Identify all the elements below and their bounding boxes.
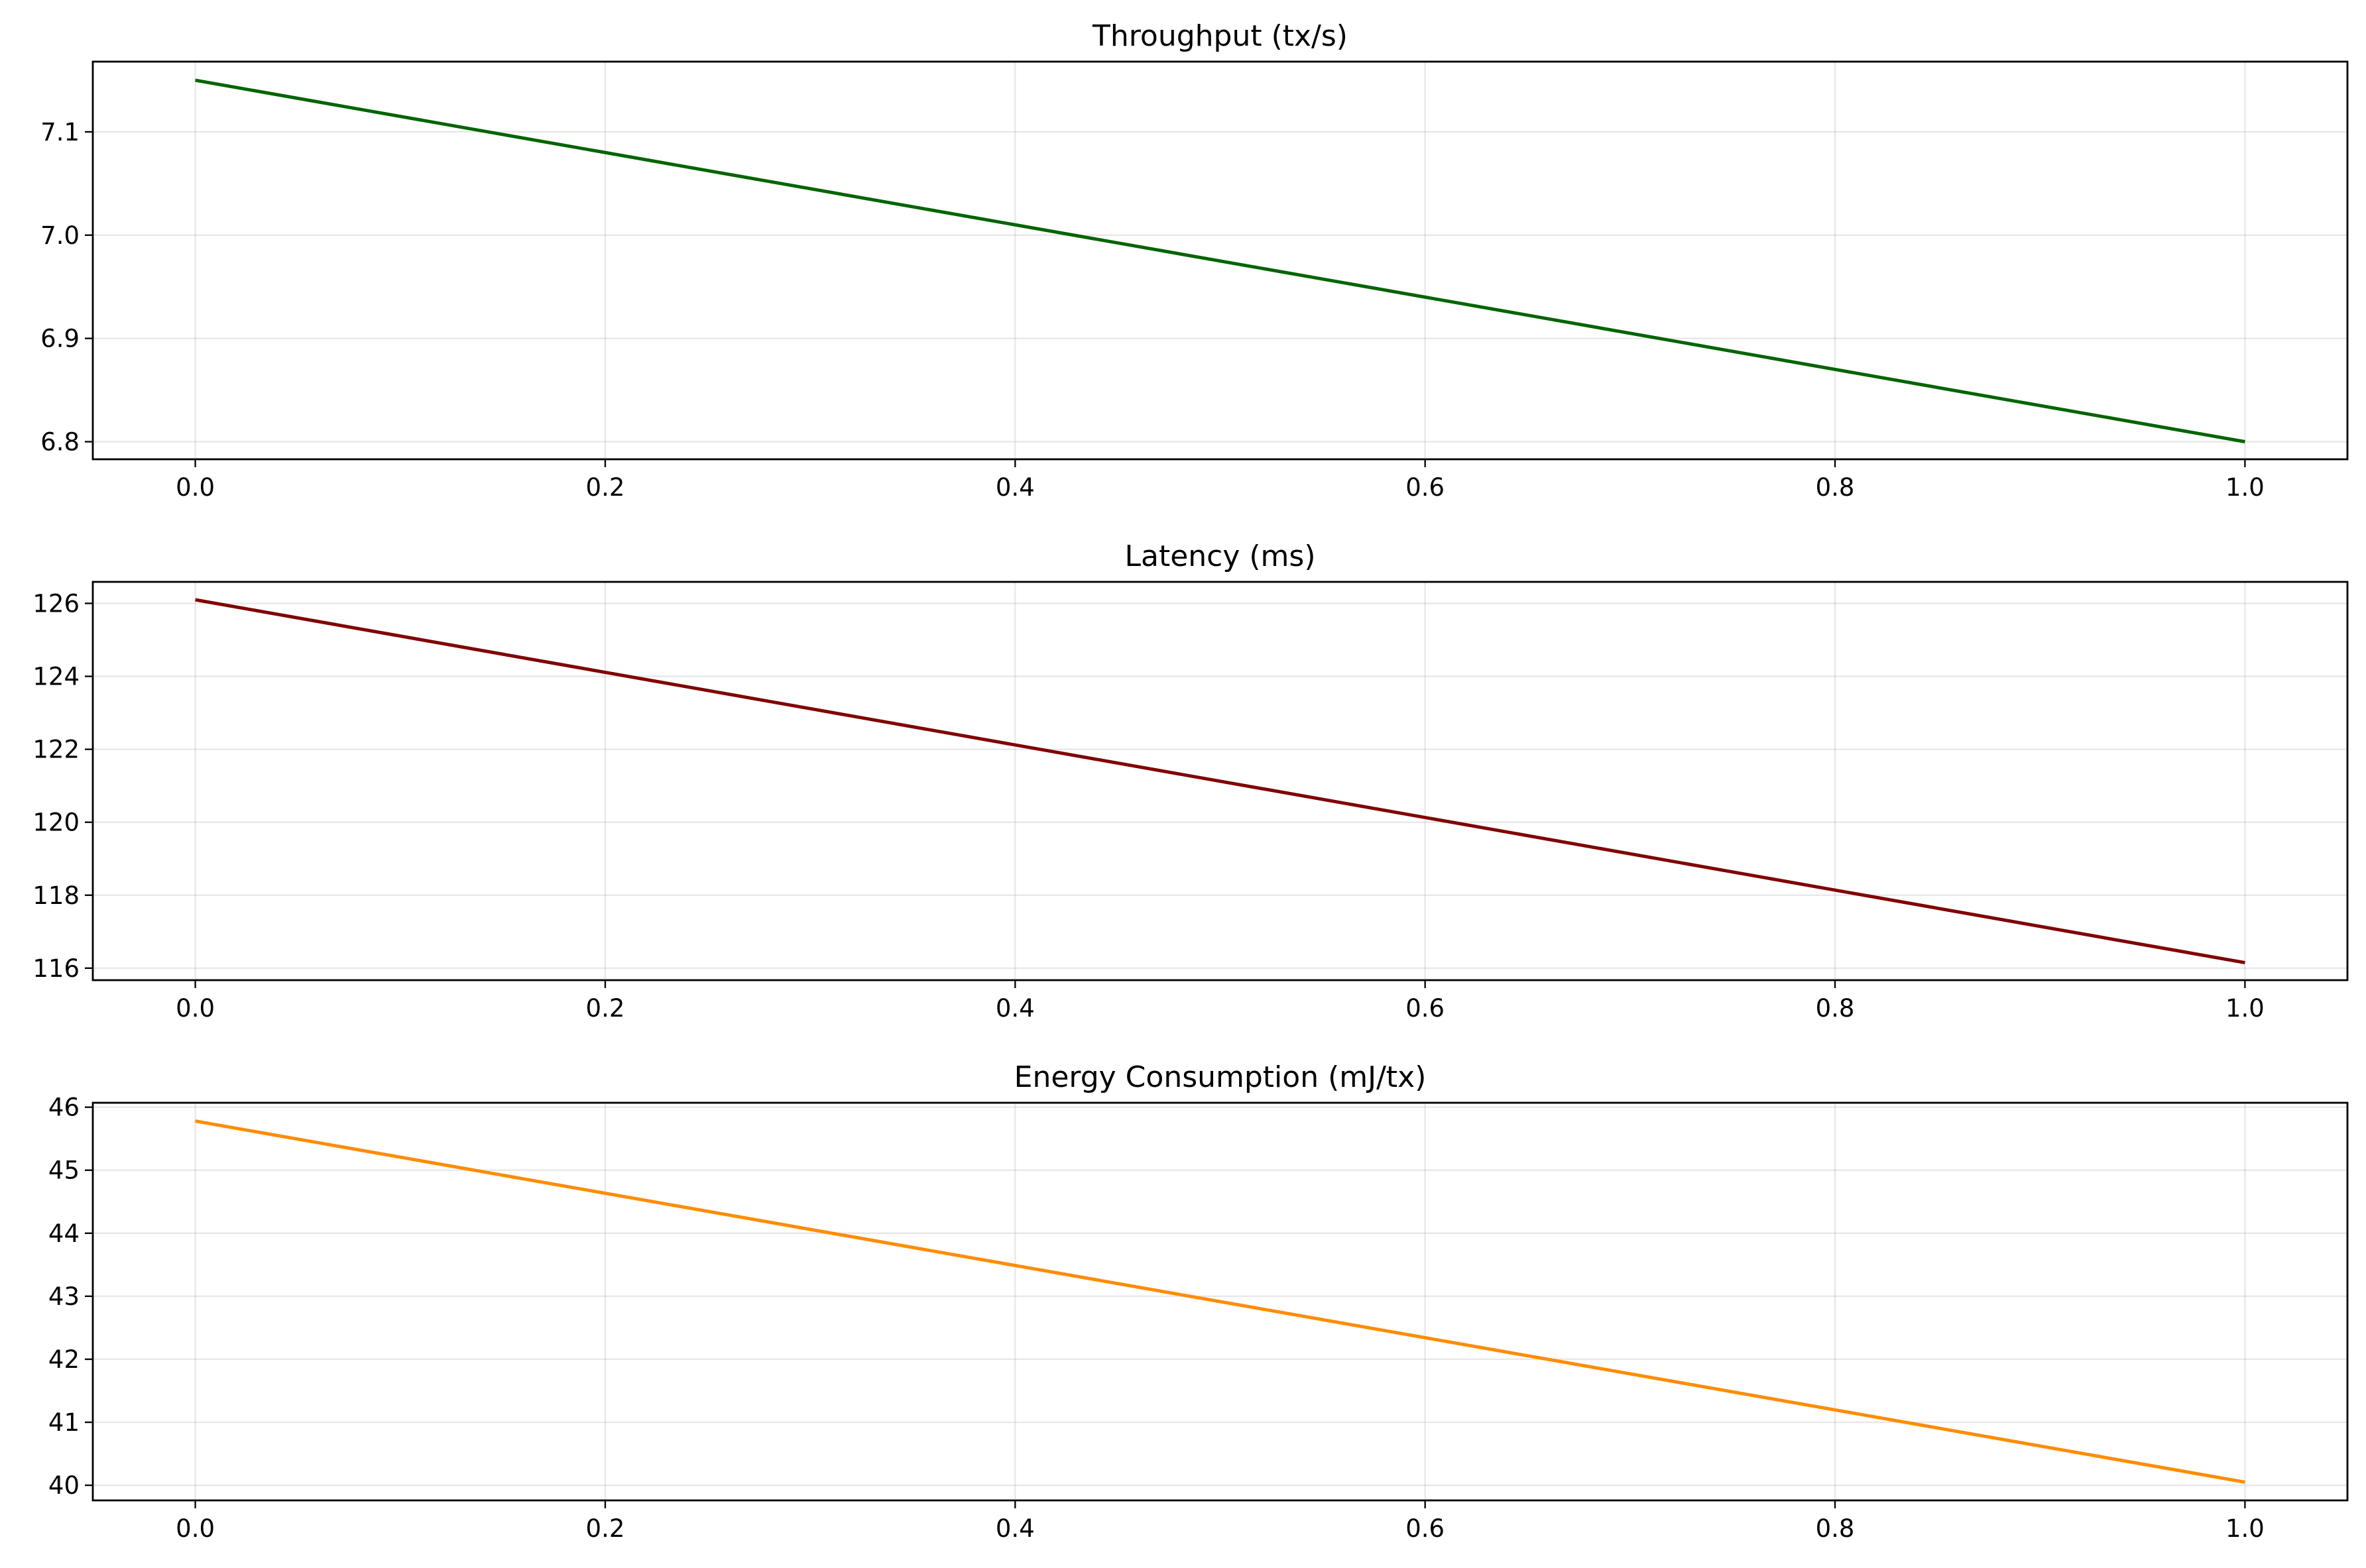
y-tick-label-5: 126 [32,589,80,618]
y-tick-label-0: 40 [48,1471,80,1500]
latency-series-line-0 [195,598,2245,965]
y-tick-label-0: 6.8 [40,428,80,457]
panel-latency: 0.0 0.2 0.4 0.6 0.8 1.0 116 118 120 122 124 126 Late… [32,539,2349,1023]
energy-title: Energy Consumption (mJ/tx) [1014,1060,1427,1094]
x-tick-label-0: 0.0 [176,1514,215,1543]
x-tick-label-2: 0.4 [996,994,1035,1023]
x-tick-label-3: 0.6 [1405,473,1445,502]
x-tick-label-3: 0.6 [1405,1514,1445,1543]
y-tick-label-5: 45 [48,1156,80,1185]
x-tick-label-4: 0.8 [1816,473,1855,502]
y-tick-label-2: 7.0 [40,221,80,250]
x-tick-label-4: 0.8 [1816,994,1855,1023]
y-tick-label-0: 116 [32,954,80,983]
x-tick-label-3: 0.6 [1405,994,1445,1023]
throughput-series-line-0 [195,78,2245,443]
y-tick-label-4: 124 [32,663,80,691]
throughput-title: Throughput (tx/s) [1092,19,1348,53]
y-tick-label-1: 118 [32,881,80,910]
y-tick-label-1: 41 [48,1408,80,1437]
x-tick-label-2: 0.4 [996,473,1035,502]
x-tick-label-5: 1.0 [2225,1514,2265,1543]
latency-title: Latency (ms) [1124,539,1315,573]
panel-throughput: 0.0 0.2 0.4 0.6 0.8 1.0 6.8 6.9 7.0 7.1 Throughput… [40,19,2349,502]
panel-energy: 0.0 0.2 0.4 0.6 0.8 1.0 40 41 42 43 44 45 46 Energy C… [48,1060,2349,1543]
x-tick-label-1: 0.2 [586,473,625,502]
y-tick-label-3: 43 [48,1282,80,1311]
x-tick-label-0: 0.0 [176,473,215,502]
latency-axes-frame [91,581,2349,981]
x-tick-label-2: 0.4 [996,1514,1035,1543]
y-tick-label-2: 120 [32,809,80,837]
x-tick-label-0: 0.0 [176,994,215,1023]
energy-series-line-0 [195,1119,2245,1484]
energy-axes-frame [91,1101,2349,1502]
y-tick-label-6: 46 [48,1093,80,1122]
x-tick-label-5: 1.0 [2225,473,2265,502]
y-tick-label-2: 42 [48,1345,80,1374]
y-tick-label-3: 7.1 [40,118,80,146]
y-tick-label-3: 122 [32,736,80,764]
x-tick-label-5: 1.0 [2225,994,2265,1023]
x-tick-label-4: 0.8 [1816,1514,1855,1543]
y-tick-label-1: 6.9 [40,325,80,353]
throughput-axes-frame [91,60,2349,461]
x-tick-label-1: 0.2 [586,1514,625,1543]
y-tick-label-4: 44 [48,1219,80,1248]
x-tick-label-1: 0.2 [586,994,625,1023]
